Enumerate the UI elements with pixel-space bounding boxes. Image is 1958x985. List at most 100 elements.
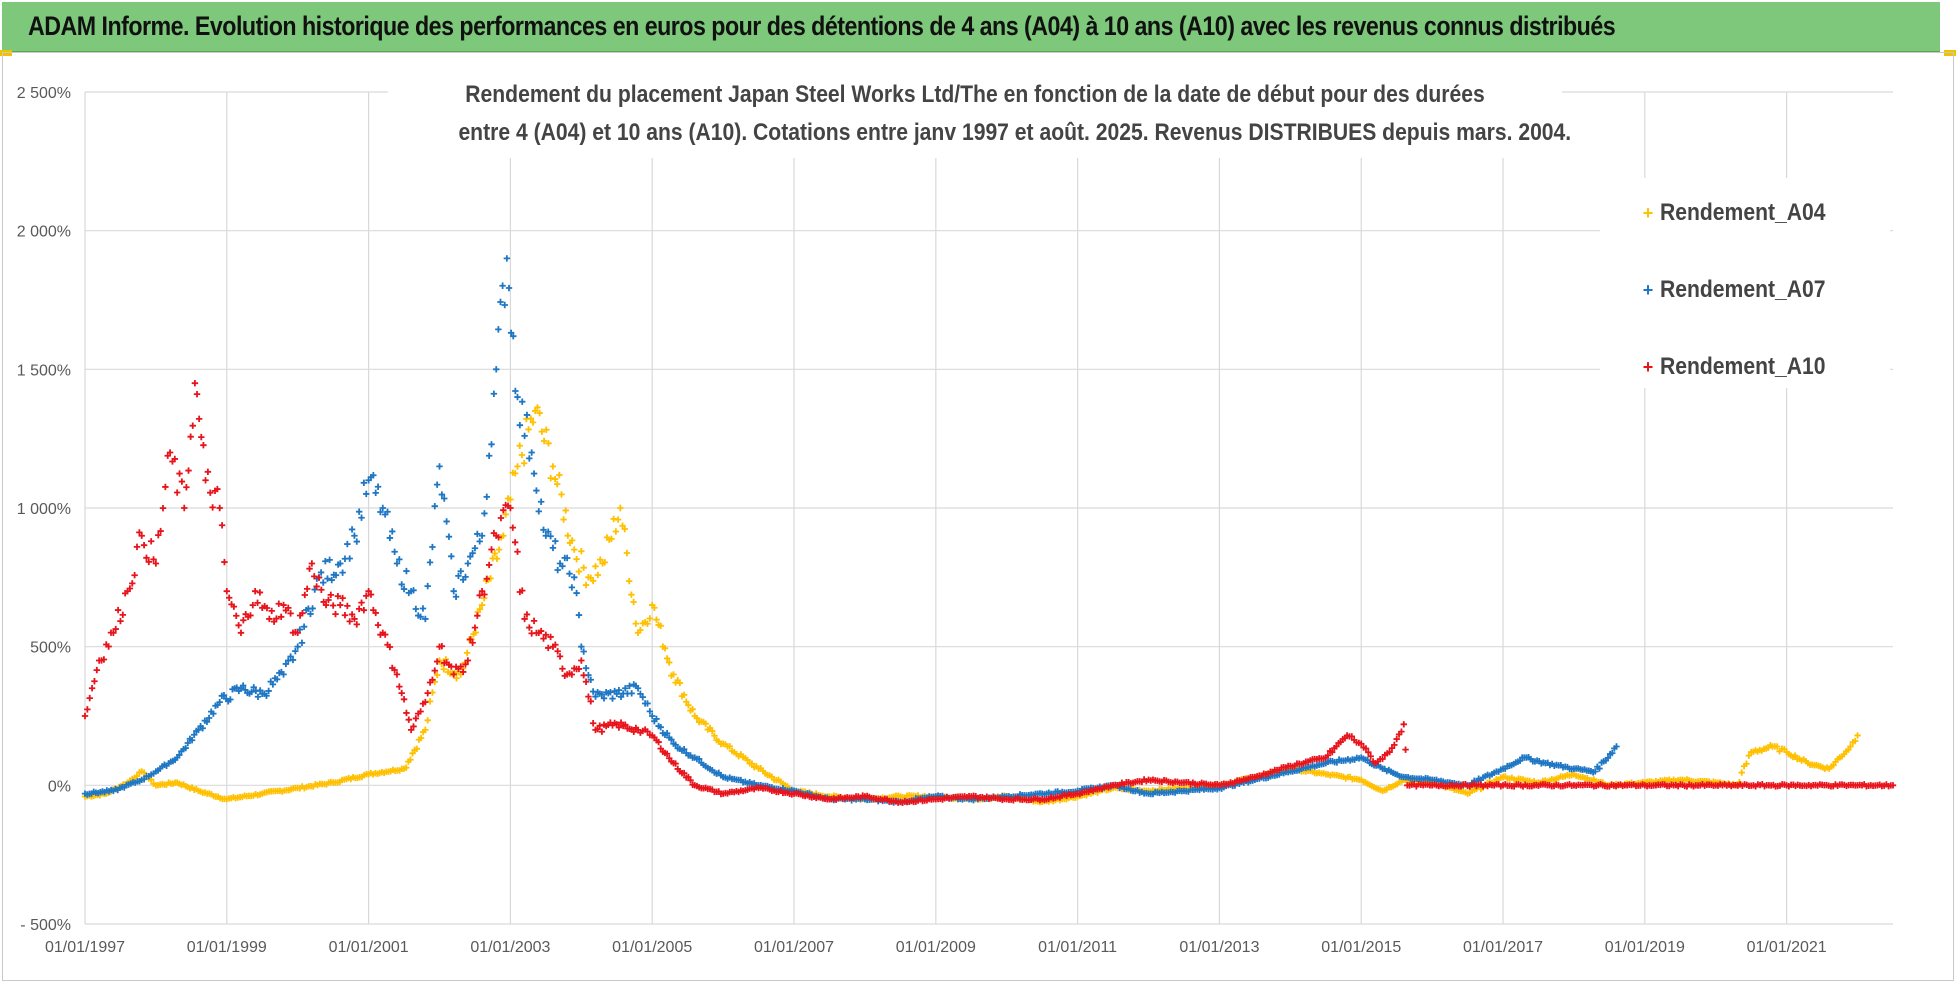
data-point — [571, 546, 578, 553]
data-point — [256, 589, 264, 596]
data-point — [334, 592, 342, 600]
data-point — [433, 658, 441, 665]
data-point — [1738, 769, 1745, 776]
data-point — [200, 441, 207, 449]
data-point — [623, 549, 631, 557]
data-point — [619, 522, 626, 529]
data-point — [571, 574, 578, 581]
data-point — [580, 564, 587, 571]
data-point — [410, 587, 417, 594]
data-point — [438, 491, 446, 498]
data-point — [351, 615, 358, 623]
data-point — [209, 504, 216, 511]
data-point — [626, 682, 633, 690]
data-point — [530, 470, 538, 477]
data-point — [315, 574, 323, 581]
data-point — [344, 602, 351, 610]
data-point — [1889, 782, 1897, 789]
data-point — [655, 738, 662, 746]
data-point — [523, 411, 531, 419]
data-point — [1791, 752, 1799, 759]
data-point — [744, 756, 751, 764]
data-point — [526, 624, 533, 631]
data-point — [140, 769, 148, 776]
data-point — [1328, 748, 1336, 756]
data-point — [680, 691, 688, 699]
data-point — [568, 671, 576, 678]
data-point — [649, 712, 656, 720]
data-point — [497, 298, 504, 306]
data-point — [145, 558, 153, 566]
data-point — [131, 572, 138, 579]
plus-marker-icon: + — [1642, 202, 1654, 223]
data-point — [400, 696, 408, 703]
data-point — [575, 665, 583, 673]
data-point — [499, 282, 506, 289]
data-point — [497, 514, 505, 522]
data-point — [386, 643, 394, 651]
data-point — [84, 706, 91, 713]
data-point — [491, 550, 499, 557]
data-point — [433, 671, 441, 679]
data-point — [512, 387, 519, 395]
data-point — [157, 527, 164, 535]
data-point — [644, 728, 651, 735]
data-point — [324, 575, 331, 582]
x-tick-label: 01/01/2009 — [896, 939, 976, 956]
data-point — [450, 671, 457, 678]
data-point — [563, 554, 571, 562]
data-point — [173, 489, 181, 496]
data-point — [455, 572, 462, 580]
data-point — [183, 484, 190, 491]
data-point — [514, 463, 521, 470]
data-point — [300, 623, 308, 630]
data-point — [413, 745, 421, 753]
data-point — [533, 487, 540, 494]
axis-tick-labels: - 500% 0% 500% 1 000% 1 500% 2 000% 2 500% 01/0… — [17, 85, 1827, 956]
data-point — [578, 643, 585, 650]
data-point — [551, 475, 559, 483]
data-point — [493, 555, 501, 562]
data-point — [205, 714, 213, 722]
data-point — [1386, 748, 1393, 756]
data-point — [471, 624, 479, 631]
plus-marker-icon: + — [1642, 279, 1654, 300]
data-point — [1851, 737, 1859, 745]
data-point — [403, 709, 410, 717]
data-point — [344, 540, 351, 548]
data-point — [403, 567, 410, 575]
data-point — [424, 717, 431, 724]
data-point — [429, 676, 436, 684]
data-point — [191, 380, 199, 387]
data-point — [195, 726, 202, 734]
data-point — [363, 490, 370, 498]
data-point — [530, 617, 538, 625]
data-point — [220, 692, 228, 699]
data-point — [112, 625, 119, 633]
data-point — [628, 591, 635, 598]
data-point — [637, 690, 644, 698]
data-point — [365, 588, 372, 595]
data-point — [471, 545, 479, 552]
data-point — [346, 555, 353, 562]
data-point — [417, 613, 424, 621]
data-point — [400, 585, 408, 593]
data-point — [424, 689, 431, 697]
y-tick-label: 500% — [30, 640, 71, 657]
data-point — [535, 508, 542, 515]
data-point — [126, 585, 134, 592]
data-point — [1348, 733, 1355, 740]
data-point — [119, 611, 127, 619]
data-point — [467, 636, 474, 643]
data-point — [431, 667, 438, 674]
data-point — [360, 479, 368, 487]
data-point — [216, 504, 223, 512]
chart-title-line-1: Rendement du placement Japan Steel Works… — [465, 81, 1485, 108]
data-point — [488, 441, 495, 448]
series-Rendement_A10 — [81, 380, 1897, 806]
legend-label: Rendement_A04 — [1660, 199, 1826, 226]
data-point — [476, 538, 483, 545]
data-point — [379, 504, 386, 512]
data-point — [488, 546, 495, 553]
data-point — [355, 508, 363, 515]
